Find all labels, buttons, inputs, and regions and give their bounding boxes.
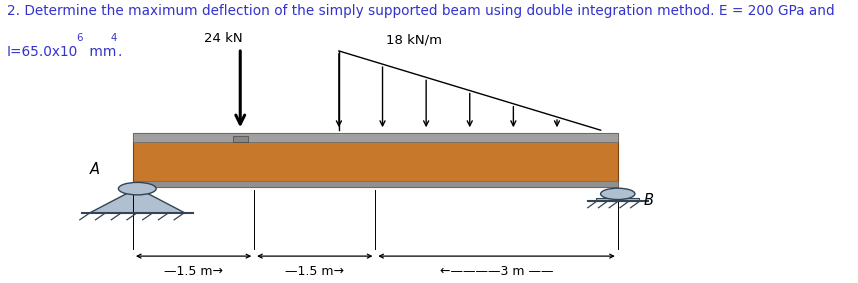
Bar bbox=[133, 133, 618, 187]
Bar bbox=[133, 181, 618, 187]
Text: 4: 4 bbox=[111, 33, 117, 42]
Bar bbox=[233, 136, 248, 142]
Text: —1.5 m→: —1.5 m→ bbox=[285, 265, 344, 278]
Text: 24 kN: 24 kN bbox=[203, 32, 243, 45]
Polygon shape bbox=[90, 188, 184, 213]
Circle shape bbox=[118, 183, 156, 195]
Bar bbox=[133, 133, 618, 142]
Text: 6: 6 bbox=[76, 33, 82, 42]
Text: A: A bbox=[89, 162, 100, 177]
Text: ←————3 m ——: ←————3 m —— bbox=[440, 265, 553, 278]
Text: I=65.0x10: I=65.0x10 bbox=[7, 45, 78, 59]
Text: —1.5 m→: —1.5 m→ bbox=[164, 265, 223, 278]
Text: 2. Determine the maximum deflection of the simply supported beam using double in: 2. Determine the maximum deflection of t… bbox=[7, 4, 835, 18]
Text: 18 kN/m: 18 kN/m bbox=[386, 34, 442, 47]
Text: B: B bbox=[644, 192, 654, 208]
Text: mm: mm bbox=[85, 45, 117, 59]
Circle shape bbox=[601, 188, 635, 200]
Bar bbox=[596, 198, 639, 201]
Text: .: . bbox=[118, 45, 122, 59]
